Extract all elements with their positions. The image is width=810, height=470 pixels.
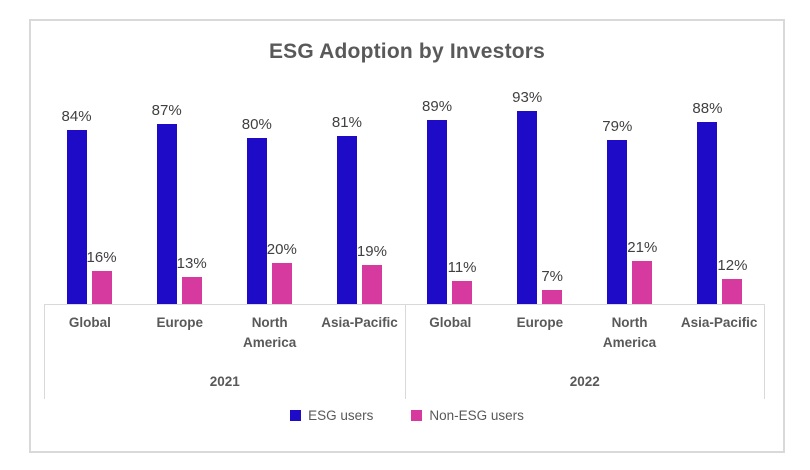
bar-non-esg-users-asia-pacific-2021 [361,265,382,304]
data-label-non-esg-users-europe-2022: 7% [541,268,564,285]
bar-group-europe-2021: 87% 13% [134,102,224,304]
bar-wrap-esg-users-europe-2022: 93% [512,89,542,304]
legend-label-esg-users: ESG users [308,408,374,423]
bar-esg-users-europe-2022 [517,111,538,304]
year-section-2022: 89% 11% 93% 7% 79% 21% 88% 12% [405,74,766,304]
data-label-esg-users-north-america-2021: 80% [241,116,272,133]
category-label-global-2022: Global [429,315,472,330]
data-label-esg-users-global-2022: 89% [422,98,453,115]
year-label-2022: 2022 [569,374,600,389]
bar-group-north-america-2022: 79% 21% [585,118,675,304]
bar-esg-users-north-america-2022 [607,140,628,304]
bar-wrap-non-esg-users-north-america-2022: 21% [627,239,657,304]
bar-non-esg-users-global-2022 [452,281,473,304]
bar-esg-users-europe-2021 [156,124,177,304]
bar-wrap-non-esg-users-asia-pacific-2022: 12% [717,257,747,304]
bar-wrap-esg-users-global-2022: 89% [422,98,452,304]
data-label-non-esg-users-asia-pacific-2021: 19% [356,243,387,260]
legend-swatch-esg-users [290,410,302,421]
category-label-asia-pacific-2021: Asia-Pacific [321,315,398,330]
data-label-non-esg-users-north-america-2021: 20% [266,241,297,258]
bar-group-europe-2022: 93% 7% [495,89,585,304]
bar-non-esg-users-europe-2022 [542,290,563,304]
legend-label-non-esg-users: Non-ESG users [429,408,524,423]
chart-frame: ESG Adoption by Investors 84% 16% 87% 13% 80… [29,19,785,453]
data-label-esg-users-asia-pacific-2022: 88% [692,100,723,117]
category-row-2022: Global Europe North America Asia-Pacific [406,305,765,354]
bar-non-esg-users-europe-2021 [181,277,202,304]
data-label-esg-users-europe-2021: 87% [151,102,182,119]
category-label-global-2021: Global [68,315,111,330]
bar-wrap-esg-users-asia-pacific-2022: 88% [692,100,722,304]
data-label-non-esg-users-asia-pacific-2022: 12% [717,257,748,274]
legend-item-non-esg-users: Non-ESG users [411,408,524,423]
data-label-esg-users-europe-2022: 93% [512,89,543,106]
year-section-2021: 84% 16% 87% 13% 80% 20% 81% 19% [44,74,405,304]
bar-wrap-non-esg-users-europe-2021: 13% [177,255,207,304]
data-label-esg-users-asia-pacific-2021: 81% [331,114,362,131]
bar-wrap-esg-users-north-america-2022: 79% [602,118,632,304]
category-label-asia-pacific-2022: Asia-Pacific [680,315,758,330]
bar-non-esg-users-north-america-2022 [632,261,653,304]
bar-esg-users-north-america-2021 [246,138,267,304]
legend: ESG users Non-ESG users [31,408,783,423]
category-label-north-america-2022: North America [602,315,657,351]
bar-wrap-non-esg-users-asia-pacific-2021: 19% [357,243,387,304]
category-row-2021: Global Europe North America Asia-Pacific [45,305,405,354]
axis-section-2022: Global Europe North America Asia-Pacific 202… [404,305,765,399]
data-label-non-esg-users-europe-2021: 13% [176,255,207,272]
bar-group-global-2021: 84% 16% [44,108,134,304]
bar-esg-users-global-2021 [66,130,87,304]
data-label-esg-users-north-america-2022: 79% [602,118,633,135]
axis-section-2021: Global Europe North America Asia-Pacific 202… [44,305,405,399]
bar-non-esg-users-asia-pacific-2022 [722,279,743,304]
bar-wrap-non-esg-users-europe-2022: 7% [541,268,564,304]
category-label-europe-2022: Europe [516,315,564,330]
bar-group-north-america-2021: 80% 20% [224,116,314,304]
data-label-non-esg-users-global-2022: 11% [447,259,477,276]
chart-title: ESG Adoption by Investors [268,40,546,63]
bar-wrap-esg-users-asia-pacific-2021: 81% [332,114,362,304]
data-label-esg-users-global-2021: 84% [61,108,92,125]
category-label-north-america-2021: North America [243,315,297,351]
bar-group-asia-pacific-2021: 81% 19% [314,114,404,304]
data-label-non-esg-users-global-2021: 16% [86,249,117,266]
bar-group-asia-pacific-2022: 88% 12% [675,100,765,304]
bar-non-esg-users-north-america-2021 [271,263,292,304]
year-label-2021: 2021 [209,374,240,389]
bar-wrap-non-esg-users-north-america-2021: 20% [267,241,297,304]
bar-wrap-esg-users-north-america-2021: 80% [242,116,272,304]
bar-wrap-esg-users-europe-2021: 87% [152,102,182,304]
category-label-europe-2021: Europe [156,315,204,330]
bar-esg-users-asia-pacific-2022 [697,122,718,304]
data-label-non-esg-users-north-america-2022: 21% [627,239,658,256]
legend-swatch-non-esg-users [411,410,423,421]
bar-group-global-2022: 89% 11% [405,98,495,304]
bar-wrap-esg-users-global-2021: 84% [62,108,92,304]
legend-item-esg-users: ESG users [290,408,373,423]
bar-esg-users-asia-pacific-2021 [336,136,357,304]
bar-wrap-non-esg-users-global-2022: 11% [448,259,477,304]
plot-area: 84% 16% 87% 13% 80% 20% 81% 19% 89% 11% 93% 7% 79% 21… [44,74,765,304]
category-axis: Global Europe North America Asia-Pacific 202… [44,304,765,399]
bar-non-esg-users-global-2021 [91,271,112,304]
bar-wrap-non-esg-users-global-2021: 16% [87,249,117,304]
bar-esg-users-global-2022 [427,120,448,304]
